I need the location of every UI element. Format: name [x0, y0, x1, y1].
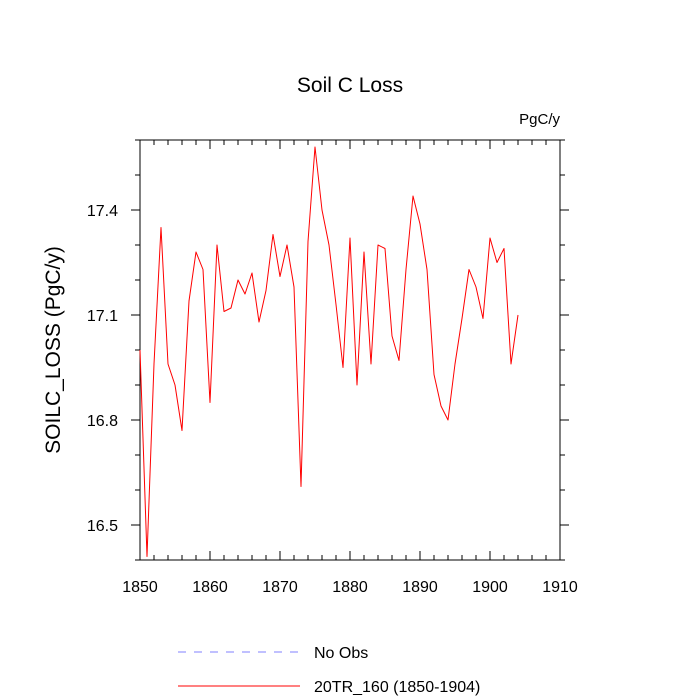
x-tick-label: 1860	[192, 579, 228, 596]
chart-title: Soil C Loss	[297, 74, 403, 97]
x-tick-label: 1890	[402, 579, 438, 596]
legend: No Obs 20TR_160 (1850-1904)	[178, 645, 480, 696]
legend-label: No Obs	[314, 645, 368, 662]
y-tick-label: 16.8	[87, 413, 118, 430]
legend-label: 20TR_160 (1850-1904)	[314, 679, 480, 696]
y-tick-label: 17.4	[87, 203, 118, 220]
y-tick-label: 17.1	[87, 308, 118, 325]
x-tick-label: 1880	[332, 579, 368, 596]
axis-tick-labels: 1850 1860 1870 1880 1890 1900 1910 16.5 16.8 17.1…	[87, 203, 578, 596]
x-tick-label: 1870	[262, 579, 298, 596]
series-line	[139, 146, 519, 557]
axis-ticks	[131, 139, 569, 561]
x-tick-label: 1850	[122, 579, 158, 596]
y-axis-label: SOILC_LOSS (PgC/y)	[42, 246, 65, 454]
series-layer	[139, 146, 519, 557]
plot-frame	[139, 139, 561, 561]
x-tick-label: 1910	[542, 579, 578, 596]
units-label: PgC/y	[519, 111, 560, 128]
x-tick-label: 1900	[472, 579, 508, 596]
y-tick-label: 16.5	[87, 518, 118, 535]
